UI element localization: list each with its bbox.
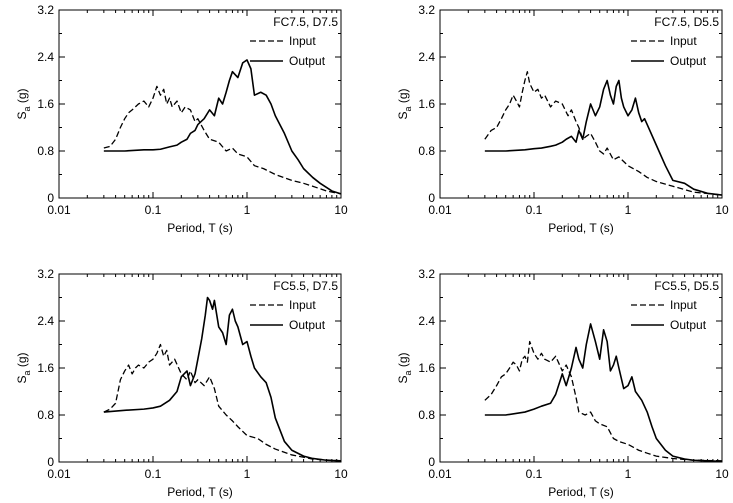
x-tick-label: 10 xyxy=(334,203,348,217)
x-tick-label: 0.1 xyxy=(145,467,162,481)
x-tick-label: 1 xyxy=(244,467,251,481)
y-axis-label: Sa (g) xyxy=(396,352,413,383)
chart-panel-4: 0.01 0.1 1 10 0 0.8 1.6 2.4 3.2 Period, T (s) Sa (… xyxy=(396,267,729,499)
legend-label: Input xyxy=(670,34,697,48)
y-tick-label: 0 xyxy=(47,191,54,205)
y-tick-label: 1.6 xyxy=(37,361,54,375)
x-tick-label: 0.01 xyxy=(428,467,452,481)
legend-label: Input xyxy=(289,34,316,48)
y-tick-label: 1.6 xyxy=(37,97,54,111)
y-axis-label: Sa (g) xyxy=(15,88,32,119)
series-line-input xyxy=(103,85,342,195)
chart-title: FC7.5, D5.5 xyxy=(654,15,719,29)
x-tick-label: 10 xyxy=(715,203,729,217)
x-tick-label: 0.1 xyxy=(145,203,162,217)
y-tick-label: 2.4 xyxy=(418,314,435,328)
series-line-output xyxy=(103,59,342,195)
series-line-input xyxy=(484,71,723,196)
x-tick-label: 0.1 xyxy=(526,467,543,481)
y-tick-label: 3.2 xyxy=(37,267,54,281)
series-line-input xyxy=(484,340,723,462)
x-axis-label: Period, T (s) xyxy=(548,485,614,499)
x-tick-label: 0.1 xyxy=(526,203,543,217)
y-tick-label: 0 xyxy=(47,455,54,469)
chart-panel-3: 0.01 0.1 1 10 0 0.8 1.6 2.4 3.2 Period, T (s) Sa (… xyxy=(15,267,348,499)
legend-label: Output xyxy=(289,318,326,332)
chart-panel-1: 0.01 0.1 1 10 0 0.8 1.6 2.4 3.2 Period, T (s) Sa (… xyxy=(15,3,348,235)
y-tick-label: 3.2 xyxy=(418,3,435,17)
x-tick-label: 0.01 xyxy=(47,203,71,217)
x-tick-label: 10 xyxy=(334,467,348,481)
y-tick-label: 0 xyxy=(428,191,435,205)
y-tick-label: 3.2 xyxy=(418,267,435,281)
x-tick-label: 0.01 xyxy=(428,203,452,217)
y-tick-label: 0.8 xyxy=(37,144,54,158)
x-tick-label: 0.01 xyxy=(47,467,71,481)
x-axis-label: Period, T (s) xyxy=(548,221,614,235)
chart-title: FC5.5, D5.5 xyxy=(654,279,719,293)
series-line-output xyxy=(484,79,723,196)
legend-label: Output xyxy=(289,54,326,68)
y-tick-label: 2.4 xyxy=(37,314,54,328)
y-tick-label: 0 xyxy=(428,455,435,469)
y-tick-label: 2.4 xyxy=(418,50,435,64)
x-axis-label: Period, T (s) xyxy=(167,485,233,499)
x-tick-label: 1 xyxy=(625,467,632,481)
legend-label: Output xyxy=(670,318,707,332)
legend-label: Output xyxy=(670,54,707,68)
y-tick-label: 2.4 xyxy=(37,50,54,64)
x-tick-label: 10 xyxy=(715,467,729,481)
x-tick-label: 1 xyxy=(625,203,632,217)
y-tick-label: 0.8 xyxy=(418,408,435,422)
legend-label: Input xyxy=(670,298,697,312)
y-tick-label: 1.6 xyxy=(418,361,435,375)
y-tick-label: 0.8 xyxy=(418,144,435,158)
x-tick-label: 1 xyxy=(244,203,251,217)
y-tick-label: 1.6 xyxy=(418,97,435,111)
y-axis-label: Sa (g) xyxy=(396,88,413,119)
chart-panel-2: 0.01 0.1 1 10 0 0.8 1.6 2.4 3.2 Period, T (s) Sa (… xyxy=(396,3,729,235)
series-line-input xyxy=(103,343,342,462)
legend-label: Input xyxy=(289,298,316,312)
y-tick-label: 3.2 xyxy=(37,3,54,17)
chart-title: FC7.5, D7.5 xyxy=(273,15,338,29)
series-line-output xyxy=(484,323,723,463)
chart-title: FC5.5, D7.5 xyxy=(273,279,338,293)
x-axis-label: Period, T (s) xyxy=(167,221,233,235)
y-axis-label: Sa (g) xyxy=(15,352,32,383)
y-tick-label: 0.8 xyxy=(37,408,54,422)
series-line-output xyxy=(103,296,342,462)
